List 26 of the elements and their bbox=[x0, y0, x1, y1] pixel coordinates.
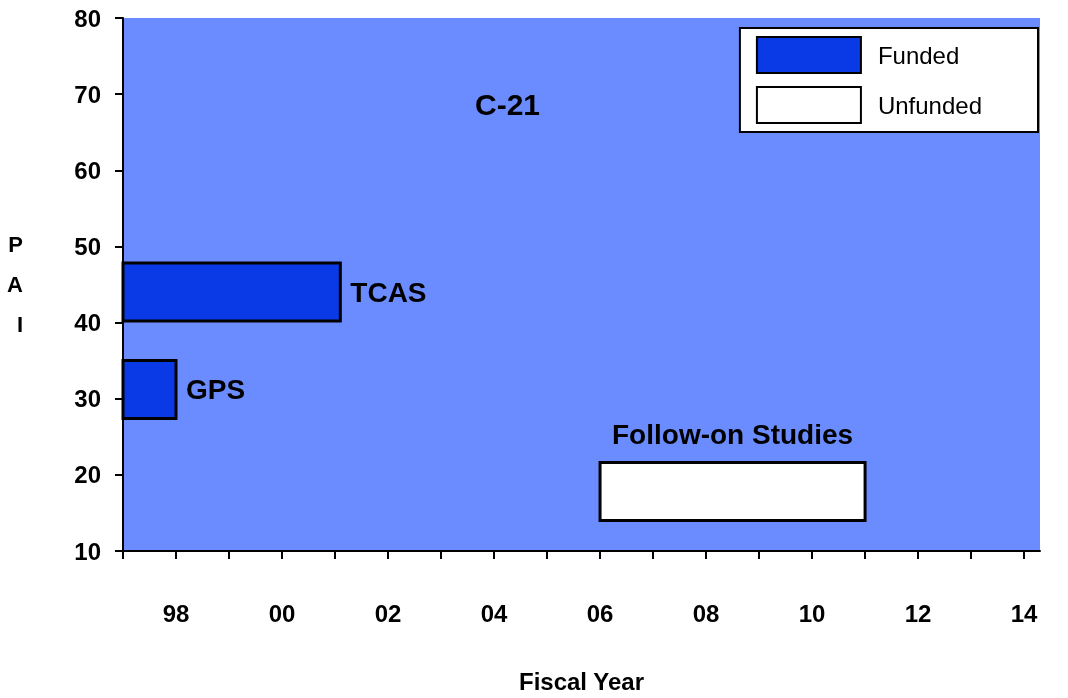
x-tick-label: 12 bbox=[904, 599, 932, 627]
x-tick-label: 10 bbox=[798, 599, 826, 627]
y-tick-label: 20 bbox=[74, 461, 101, 489]
annotation: Follow-on Studies bbox=[612, 419, 854, 451]
x-tick-label: 06 bbox=[586, 599, 614, 627]
y-axis-title: PAI bbox=[7, 232, 24, 337]
x-tick-label: 14 bbox=[1010, 599, 1039, 627]
x-tick-label: 02 bbox=[374, 599, 402, 627]
x-tick-label: 04 bbox=[480, 599, 509, 627]
x-tick-label: 98 bbox=[162, 599, 190, 627]
bar bbox=[598, 461, 867, 523]
y-tick-label: 30 bbox=[74, 385, 101, 413]
legend-label: Unfunded bbox=[877, 91, 983, 119]
legend-label: Funded bbox=[877, 41, 960, 69]
annotation: TCAS bbox=[350, 276, 427, 308]
annotation: GPS bbox=[186, 374, 246, 406]
y-tick-label: 50 bbox=[74, 232, 101, 260]
y-tick-label: 70 bbox=[74, 80, 101, 108]
x-tick-label: 08 bbox=[692, 599, 720, 627]
y-tick-label: 60 bbox=[74, 156, 101, 184]
y-tick-label: 80 bbox=[74, 4, 101, 32]
x-tick-label: 00 bbox=[268, 599, 296, 627]
y-tick-label: 40 bbox=[74, 309, 101, 337]
x-axis-title: Fiscal Year bbox=[519, 667, 644, 695]
text: C-21 bbox=[475, 87, 541, 121]
y-tick-label: 10 bbox=[74, 537, 101, 565]
